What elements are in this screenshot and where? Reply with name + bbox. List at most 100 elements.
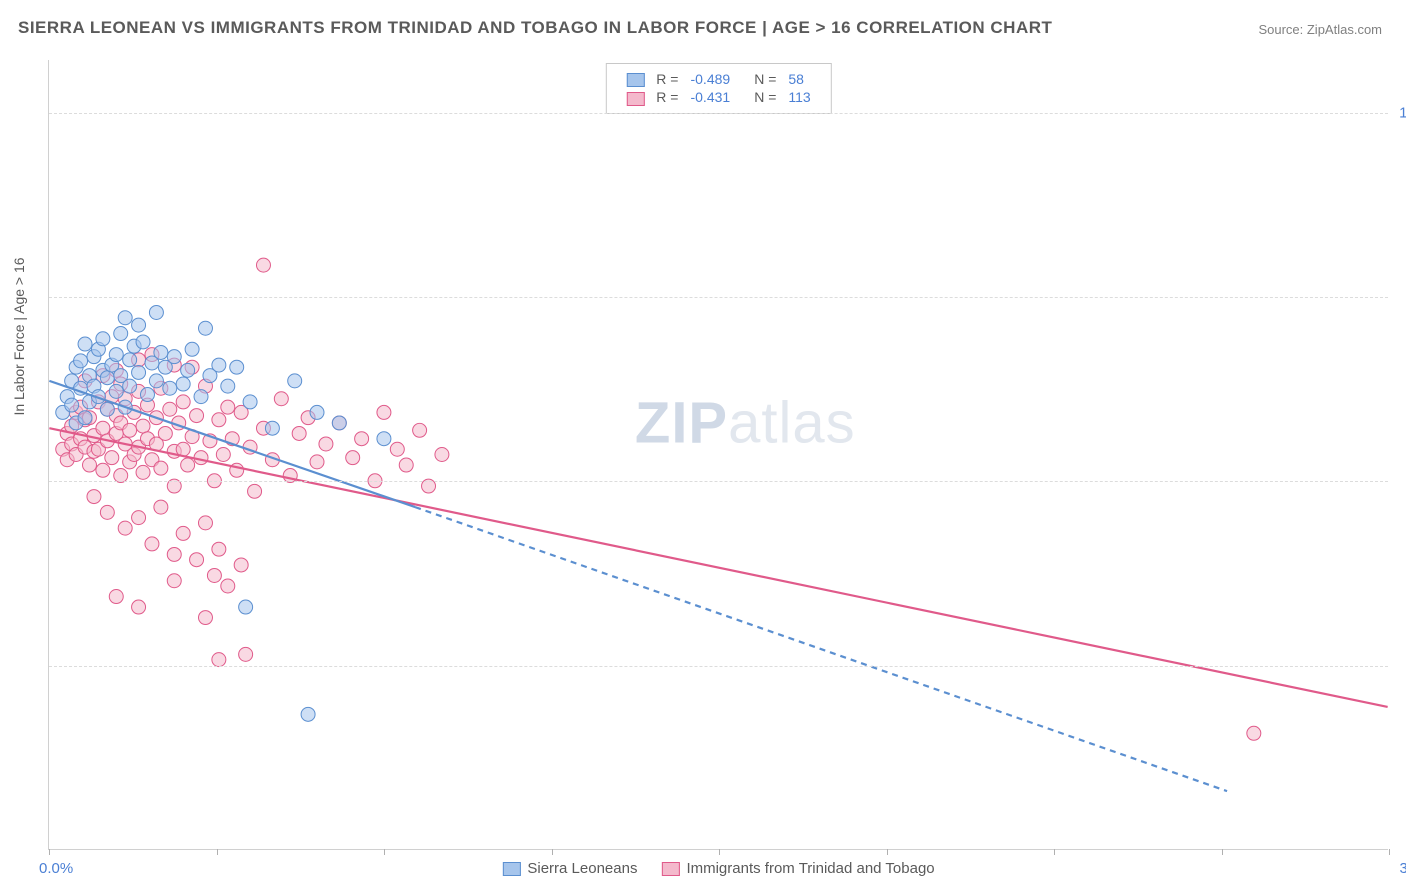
chart-svg	[49, 60, 1388, 849]
scatter-point	[256, 258, 270, 272]
scatter-point	[216, 448, 230, 462]
y-tick-label: 65.0%	[1392, 473, 1406, 490]
r-value-0: -0.489	[684, 70, 736, 88]
scatter-point	[132, 511, 146, 525]
scatter-point	[105, 451, 119, 465]
scatter-point	[136, 419, 150, 433]
scatter-point	[132, 600, 146, 614]
scatter-point	[301, 707, 315, 721]
scatter-point	[332, 416, 346, 430]
scatter-point	[149, 305, 163, 319]
scatter-point	[145, 537, 159, 551]
scatter-point	[265, 421, 279, 435]
scatter-point	[221, 579, 235, 593]
scatter-point	[399, 458, 413, 472]
scatter-point	[78, 411, 92, 425]
scatter-point	[292, 426, 306, 440]
scatter-point	[377, 405, 391, 419]
scatter-point	[96, 332, 110, 346]
scatter-point	[96, 421, 110, 435]
scatter-point	[136, 465, 150, 479]
scatter-point	[181, 363, 195, 377]
scatter-point	[78, 337, 92, 351]
scatter-point	[167, 574, 181, 588]
scatter-point	[100, 402, 114, 416]
scatter-point	[194, 390, 208, 404]
series-name-0: Sierra Leoneans	[527, 860, 637, 877]
scatter-point	[123, 423, 137, 437]
scatter-point	[163, 381, 177, 395]
scatter-point	[136, 335, 150, 349]
scatter-point	[74, 354, 88, 368]
x-axis-min-label: 0.0%	[39, 860, 73, 877]
scatter-point	[248, 484, 262, 498]
r-value-1: -0.431	[684, 88, 736, 106]
scatter-point	[355, 432, 369, 446]
chart-title: SIERRA LEONEAN VS IMMIGRANTS FROM TRINID…	[18, 18, 1052, 38]
scatter-point	[207, 568, 221, 582]
x-tick	[217, 849, 218, 855]
scatter-point	[435, 448, 449, 462]
gridline-h	[49, 113, 1388, 114]
scatter-point	[140, 388, 154, 402]
scatter-point	[221, 400, 235, 414]
x-tick	[719, 849, 720, 855]
scatter-point	[132, 318, 146, 332]
scatter-point	[190, 409, 204, 423]
source-attribution: Source: ZipAtlas.com	[1258, 22, 1382, 37]
scatter-point	[212, 358, 226, 372]
legend-series-names: Sierra Leoneans Immigrants from Trinidad…	[502, 860, 934, 877]
legend-swatch-bottom-1	[661, 862, 679, 876]
scatter-point	[132, 365, 146, 379]
series-name-1: Immigrants from Trinidad and Tobago	[686, 860, 934, 877]
scatter-point	[239, 600, 253, 614]
scatter-point	[100, 371, 114, 385]
scatter-point	[390, 442, 404, 456]
legend-item-0: Sierra Leoneans	[502, 860, 637, 877]
scatter-point	[198, 321, 212, 335]
legend-swatch-1	[626, 92, 644, 106]
scatter-point	[109, 348, 123, 362]
x-tick	[384, 849, 385, 855]
scatter-point	[181, 458, 195, 472]
scatter-point	[212, 542, 226, 556]
x-tick	[552, 849, 553, 855]
legend-row-series-1: R = -0.431 N = 113	[620, 88, 816, 106]
scatter-point	[118, 521, 132, 535]
scatter-point	[176, 395, 190, 409]
scatter-point	[190, 553, 204, 567]
scatter-point	[212, 653, 226, 667]
scatter-point	[154, 461, 168, 475]
scatter-point	[158, 426, 172, 440]
x-tick	[1389, 849, 1390, 855]
scatter-point	[154, 345, 168, 359]
x-tick	[1054, 849, 1055, 855]
scatter-point	[198, 611, 212, 625]
n-label: N =	[748, 88, 782, 106]
scatter-point	[234, 558, 248, 572]
gridline-h	[49, 481, 1388, 482]
y-axis-title: In Labor Force | Age > 16	[11, 257, 27, 415]
x-axis-max-label: 30.0%	[1399, 860, 1406, 877]
legend-item-1: Immigrants from Trinidad and Tobago	[661, 860, 934, 877]
r-label: R =	[650, 70, 684, 88]
y-tick-label: 100.0%	[1392, 104, 1406, 121]
scatter-point	[163, 402, 177, 416]
scatter-point	[288, 374, 302, 388]
y-tick-label: 82.5%	[1392, 289, 1406, 306]
scatter-point	[109, 384, 123, 398]
scatter-point	[118, 311, 132, 325]
scatter-point	[167, 547, 181, 561]
scatter-point	[83, 458, 97, 472]
scatter-point	[154, 500, 168, 514]
scatter-point	[243, 395, 257, 409]
scatter-point	[176, 377, 190, 391]
gridline-h	[49, 297, 1388, 298]
x-tick	[887, 849, 888, 855]
scatter-point	[185, 342, 199, 356]
scatter-point	[109, 590, 123, 604]
scatter-point	[123, 379, 137, 393]
scatter-point	[65, 398, 79, 412]
legend-swatch-bottom-0	[502, 862, 520, 876]
scatter-point	[274, 392, 288, 406]
